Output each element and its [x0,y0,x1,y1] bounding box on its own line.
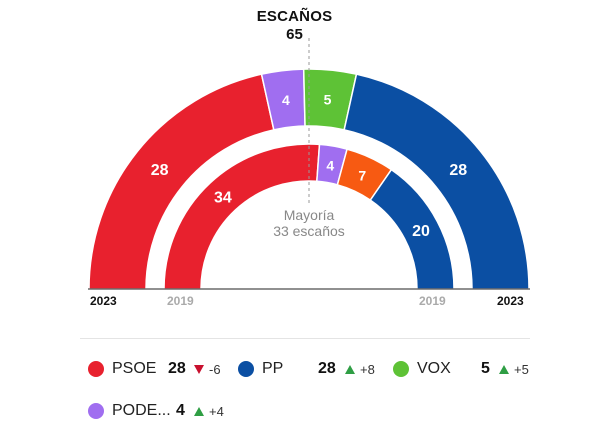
legend-delta-value-pp: +8 [360,362,375,377]
majority-label-line1: Mayoría [284,207,335,223]
year-label-inner-left: 2019 [167,294,194,308]
pp-dot [238,361,254,377]
segment-label-2023-psoe: 28 [151,162,169,179]
legend-delta-value-vox: +5 [514,362,529,377]
legend: PSOE 28 -6 PP 28 +8 VOX 5 +5 PODE... 4 +… [0,350,589,420]
legend-name-podemos: PODE... [112,402,171,419]
legend-name-vox: VOX [417,360,451,377]
legend-item-psoe[interactable]: PSOE [88,358,156,380]
arrow-up-icon [345,365,355,374]
arrow-down-icon [194,365,204,374]
segment-label-2019-psoe: 34 [214,189,232,206]
legend-name-pp: PP [262,360,284,377]
legend-seats-pp: 28 [318,360,336,377]
arrow-up-icon [499,365,509,374]
segment-label-2023-pp: 28 [449,162,467,179]
legend-delta-value-psoe: -6 [209,362,221,377]
segment-label-2019-cs: 7 [358,167,366,183]
legend-delta-vox: +5 [499,362,529,377]
majority-label-bg [270,206,348,240]
header-title: ESCAÑOS [256,8,333,25]
majority-label-line2: 33 escaños [273,223,345,239]
legend-separator [80,338,530,339]
legend-delta-value-podemos: +4 [209,404,224,419]
podemos-dot [88,403,104,419]
segment-label-2019-pp: 20 [412,223,430,240]
legend-seats-psoe: 28 [168,360,186,377]
year-label-outer-left: 2023 [90,294,117,308]
inner-ring-2019: 34 4 7 20 [163,143,455,290]
legend-seats-vox: 5 [481,360,490,377]
legend-delta-psoe: -6 [194,362,221,377]
segment-label-2019-podemos: 4 [326,157,334,173]
year-label-outer-right: 2023 [497,294,524,308]
header-total: 65 [286,26,303,43]
vox-dot [393,361,409,377]
legend-delta-podemos: +4 [194,404,224,419]
psoe-dot [88,361,104,377]
legend-item-podemos[interactable]: PODE... [88,400,171,422]
year-label-inner-right: 2019 [419,294,446,308]
legend-name-psoe: PSOE [112,360,157,377]
seats-chart: 28 4 5 28 34 4 7 20 Mayoría 33 escaños 2023 20… [88,38,530,308]
arrow-up-icon [194,407,204,416]
legend-item-pp[interactable]: PP [238,358,283,380]
outer-ring-2023: 28 4 5 28 [88,68,530,290]
segment-label-2023-podemos: 4 [282,92,290,108]
legend-delta-pp: +8 [345,362,375,377]
segment-label-2023-vox: 5 [324,91,332,107]
legend-seats-podemos: 4 [176,402,185,419]
legend-item-vox[interactable]: VOX [393,358,451,380]
